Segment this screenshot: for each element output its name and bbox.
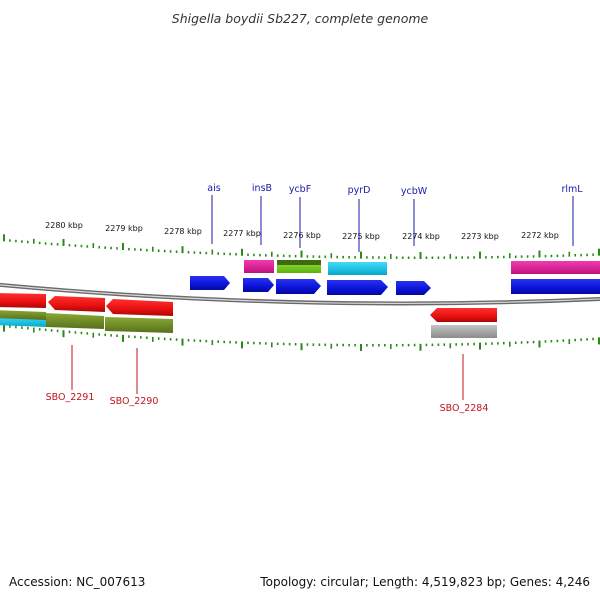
feature-olive-2[interactable]	[105, 317, 173, 333]
map-title: Shigella boydii Sb227, complete genome	[172, 11, 429, 26]
ruler-label: 2277 kbp	[223, 229, 261, 238]
ruler-ticks-top	[3, 234, 600, 259]
gene-label-SBO_2290[interactable]: SBO_2290	[110, 396, 159, 407]
gene-SBO_2284-arrow[interactable]	[430, 308, 497, 322]
feature-cyan[interactable]	[328, 262, 387, 275]
ruler-label: 2276 kbp	[283, 231, 321, 240]
gene-label-pyrD[interactable]: pyrD	[348, 185, 371, 196]
feature-track-top	[244, 260, 600, 275]
ruler-label: 2278 kbp	[164, 227, 202, 236]
ruler-label: 2279 kbp	[105, 224, 143, 233]
gene-insB-arrow[interactable]	[243, 278, 274, 292]
feature-track-bottom	[0, 310, 497, 338]
gene-label-insB[interactable]: insB	[252, 183, 272, 194]
feature-gray[interactable]	[431, 325, 497, 338]
genome-summary-text: Topology: circular; Length: 4,519,823 bp…	[259, 575, 590, 589]
accession-text: Accession: NC_007613	[9, 575, 145, 589]
gene-ycbF-arrow[interactable]	[276, 279, 321, 294]
forward-genes	[190, 276, 600, 295]
ruler-label: 2274 kbp	[402, 232, 440, 241]
gene-label-SBO_2291[interactable]: SBO_2291	[46, 392, 95, 403]
reverse-genes	[0, 293, 497, 322]
gene-ycbW-arrow[interactable]	[396, 281, 431, 295]
gene-SBO_2290-arrow[interactable]	[106, 299, 173, 316]
gene-callouts-top: ais insB ycbF pyrD ycbW rlmL	[207, 183, 583, 252]
gene-label-rlmL[interactable]: rlmL	[561, 184, 583, 195]
ruler-label: 2275 kbp	[342, 232, 380, 241]
gene-label-SBO_2284[interactable]: SBO_2284	[440, 403, 489, 414]
gene-pyrD-arrow[interactable]	[327, 280, 388, 295]
gene-left-edge-arrow[interactable]	[0, 293, 46, 308]
gene-SBO_2291-arrow[interactable]	[48, 296, 105, 312]
ruler-labels: 2280 kbp 2279 kbp 2278 kbp 2277 kbp 2276…	[45, 221, 559, 241]
feature-olive-strip	[277, 260, 321, 265]
ruler-ticks-bottom	[3, 324, 600, 351]
gene-ais-arrow[interactable]	[190, 276, 230, 290]
feature-pink-right[interactable]	[511, 261, 600, 274]
feature-olive-1[interactable]	[46, 313, 104, 329]
gene-label-ycbW[interactable]: ycbW	[401, 186, 428, 197]
gene-label-ycbF[interactable]: ycbF	[289, 184, 311, 195]
gene-label-ais[interactable]: ais	[207, 183, 220, 194]
gene-rlmL-arrow[interactable]	[511, 279, 600, 294]
ruler-label: 2273 kbp	[461, 232, 499, 241]
feature-olive-left[interactable]	[0, 310, 46, 320]
feature-pink[interactable]	[244, 260, 274, 273]
ruler-label: 2280 kbp	[45, 221, 83, 230]
genome-backbone	[0, 282, 600, 306]
gene-callouts-bottom: SBO_2291 SBO_2290 SBO_2284	[46, 345, 489, 414]
ruler-label: 2272 kbp	[521, 231, 559, 240]
